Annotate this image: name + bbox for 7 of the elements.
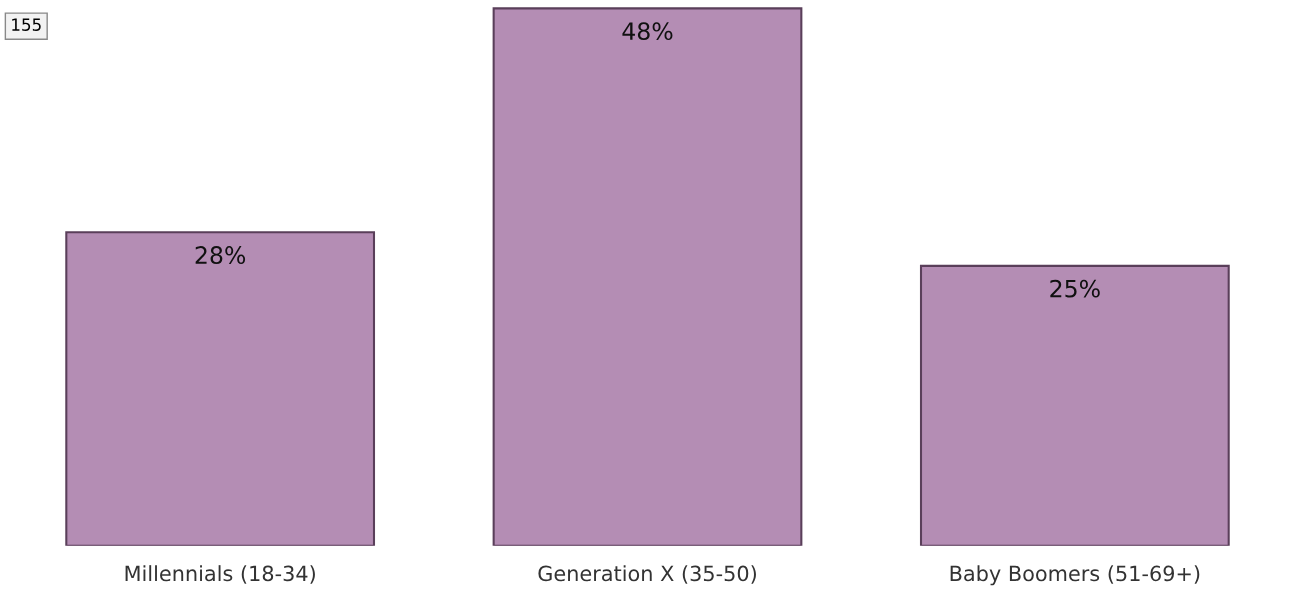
annotation: 155 bbox=[12, 18, 41, 31]
data-label: 28% bbox=[195, 246, 246, 264]
x-tick-label: Baby Boomers (51-69+) bbox=[950, 565, 1200, 586]
x-tick-label: Millennials (18-34) bbox=[125, 565, 315, 584]
data-label: 25% bbox=[1050, 279, 1100, 298]
x-tick-label: Generation X (35-50) bbox=[538, 565, 756, 584]
data-label: 48% bbox=[622, 22, 673, 41]
